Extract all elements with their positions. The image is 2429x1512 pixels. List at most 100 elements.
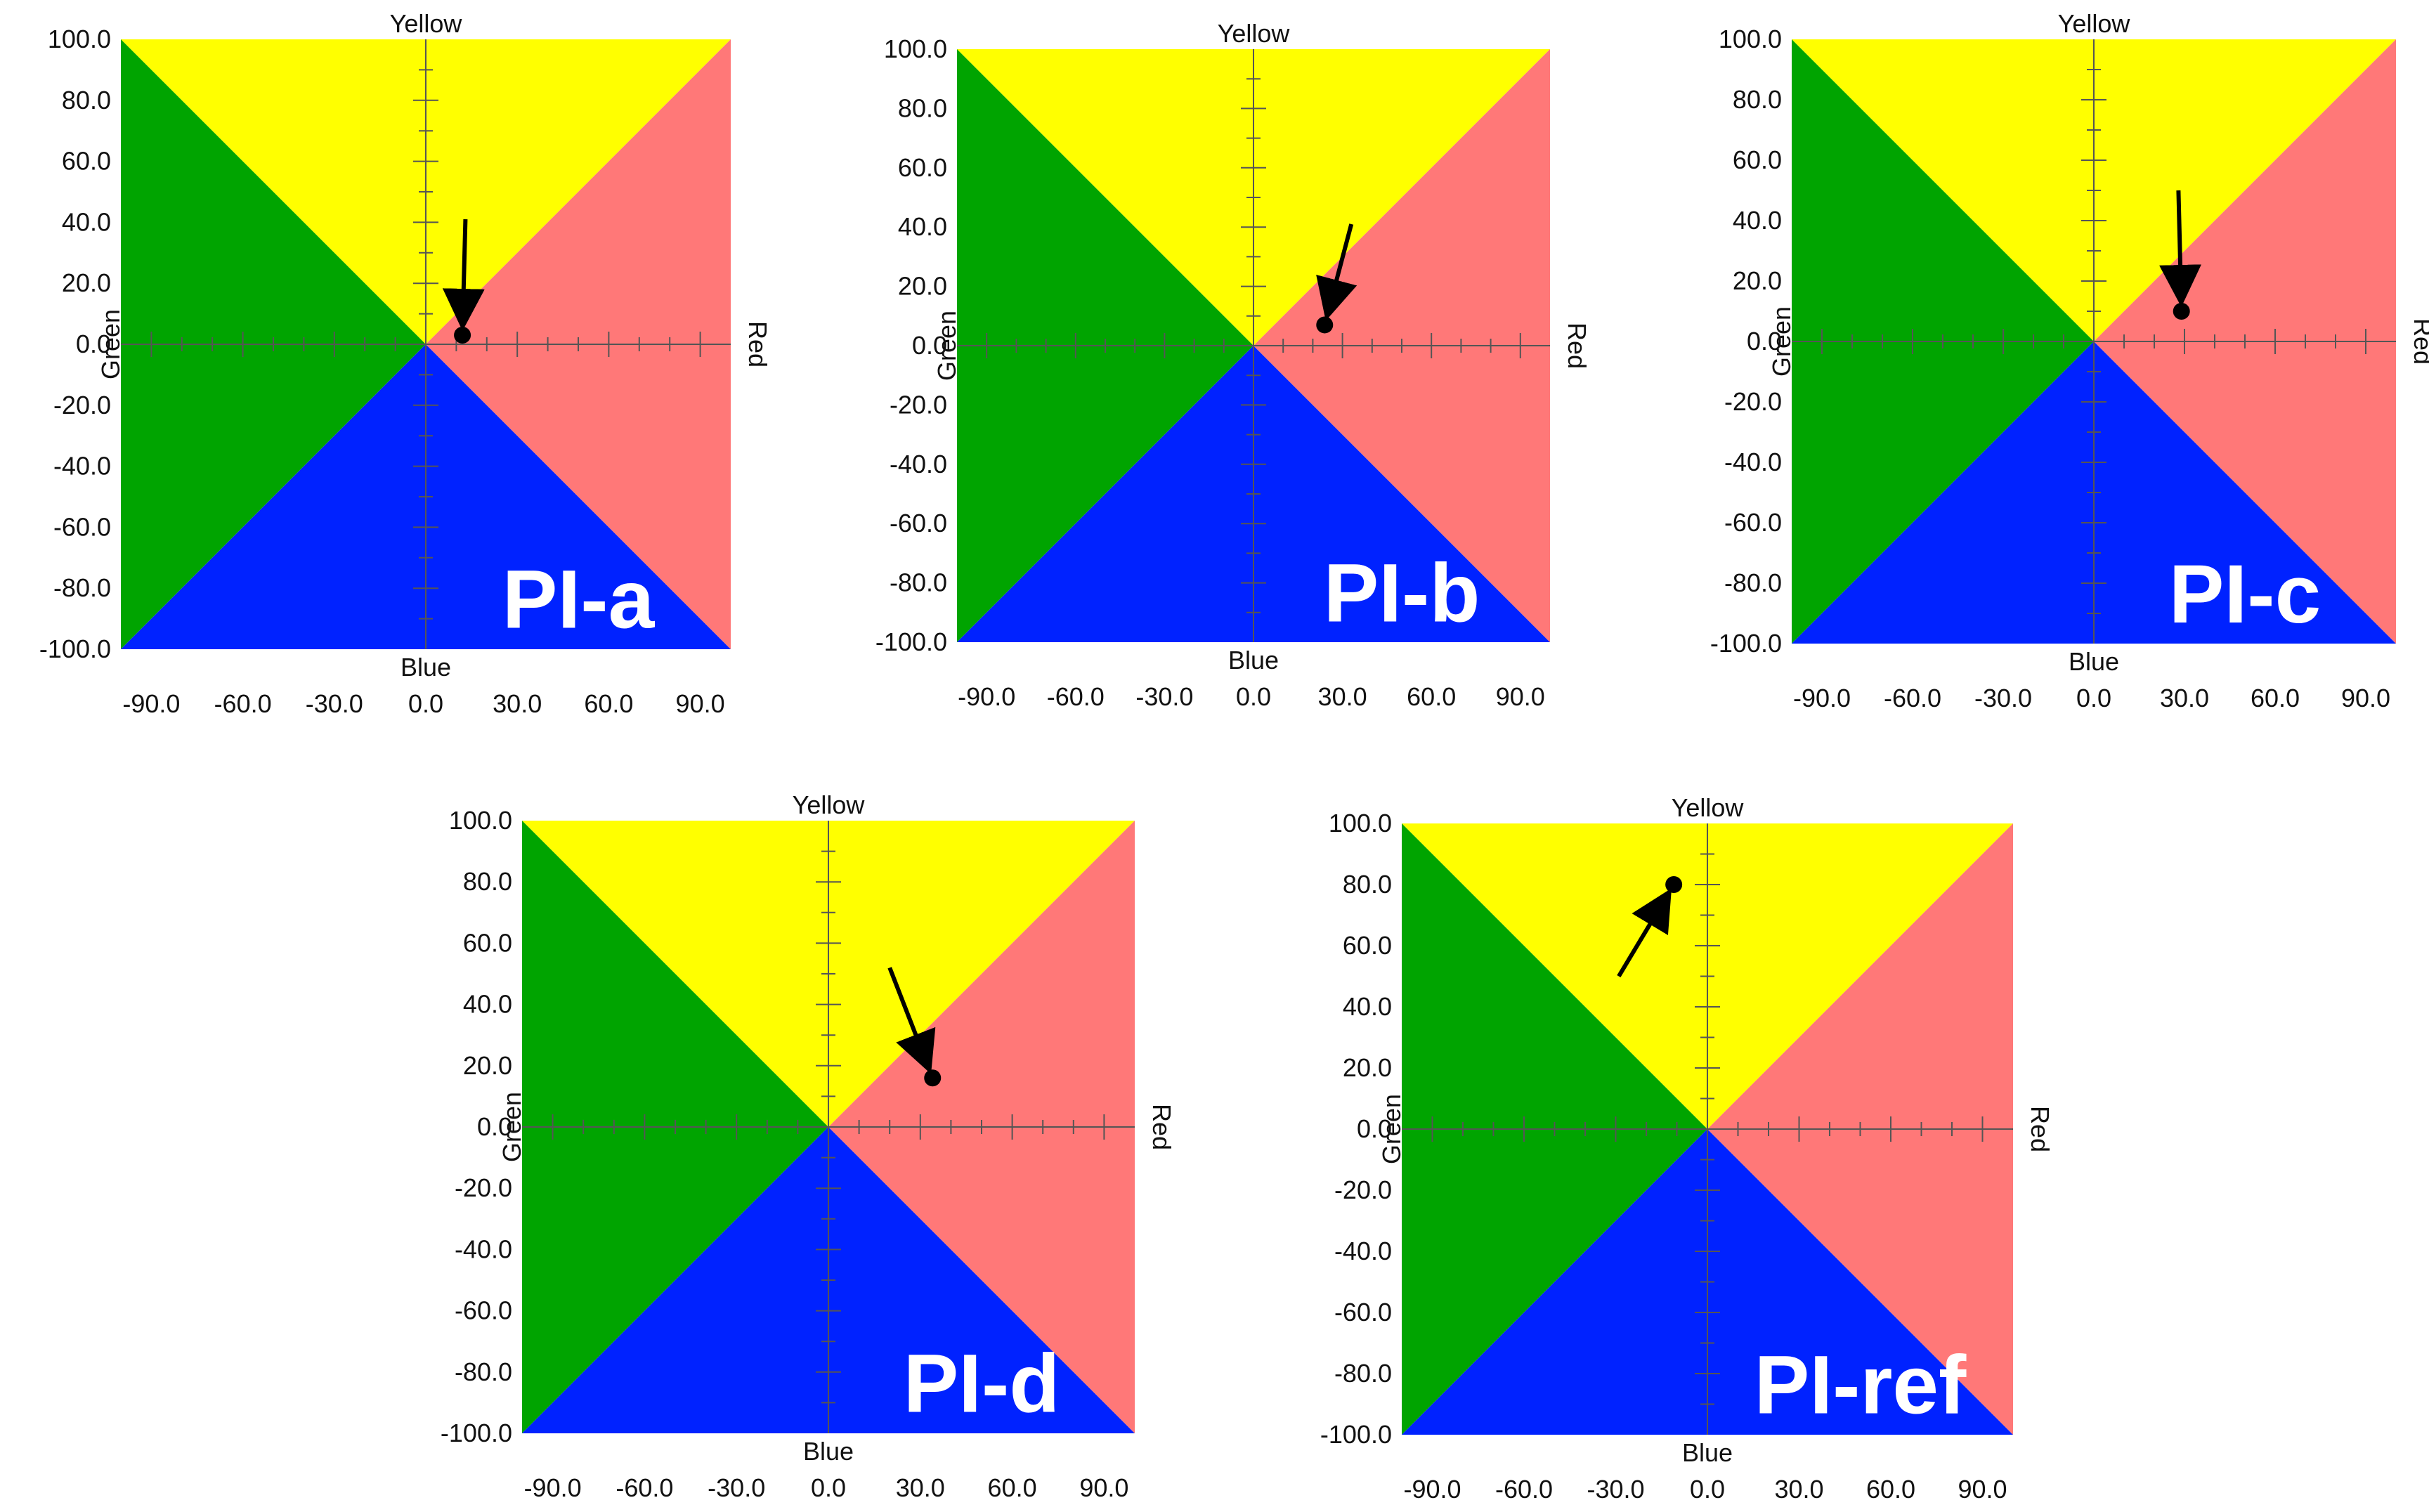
- y-tick-label: 0.0: [1747, 327, 1782, 356]
- x-tick-label: 90.0: [676, 689, 725, 718]
- red-direction-label: Red: [2409, 318, 2429, 365]
- x-tick-label: 0.0: [1236, 682, 1271, 711]
- y-tick-label: 60.0: [1343, 931, 1392, 960]
- x-tick-label: 90.0: [1958, 1475, 2007, 1504]
- yellow-direction-label: Yellow: [1218, 19, 1291, 48]
- y-tick-label: 100.0: [1719, 25, 1782, 53]
- blue-direction-label: Blue: [1682, 1438, 1733, 1467]
- y-tick-label: -80.0: [1724, 568, 1782, 597]
- x-tick-label: -30.0: [1135, 682, 1193, 711]
- x-tick-label: 60.0: [1407, 682, 1456, 711]
- y-tick-label: -80.0: [455, 1357, 512, 1386]
- y-tick-label: -100.0: [1710, 629, 1782, 658]
- x-tick-label: 0.0: [408, 689, 443, 718]
- x-tick-label: 30.0: [1318, 682, 1367, 711]
- x-tick-label: -30.0: [1587, 1475, 1644, 1504]
- y-tick-label: 0.0: [76, 330, 111, 358]
- x-tick-label: 90.0: [2341, 684, 2390, 712]
- y-tick-label: -40.0: [890, 450, 947, 478]
- x-tick-label: -60.0: [1884, 684, 1941, 712]
- green-direction-label: Green: [932, 311, 961, 381]
- green-direction-label: Green: [497, 1092, 526, 1162]
- data-point: [1665, 876, 1683, 893]
- y-tick-label: -40.0: [1334, 1237, 1392, 1265]
- x-tick-label: 60.0: [1866, 1475, 1915, 1504]
- pointer-arrow: [1617, 888, 1672, 978]
- y-tick-label: -80.0: [1334, 1359, 1392, 1388]
- x-tick-label: 0.0: [1690, 1475, 1725, 1504]
- y-tick-label: 60.0: [463, 928, 512, 957]
- red-direction-label: Red: [1147, 1104, 1176, 1150]
- yellow-direction-label: Yellow: [1672, 793, 1745, 822]
- y-tick-label: 80.0: [1733, 85, 1782, 114]
- panel-label: PI-b: [1324, 547, 1480, 639]
- y-tick-label: 60.0: [898, 153, 947, 182]
- x-tick-label: 0.0: [811, 1473, 846, 1502]
- y-tick-label: -20.0: [455, 1173, 512, 1202]
- blue-direction-label: Blue: [803, 1437, 854, 1466]
- yellow-direction-label: Yellow: [390, 9, 463, 38]
- y-tick-label: -80.0: [890, 568, 947, 597]
- x-tick-label: -60.0: [616, 1473, 673, 1502]
- x-tick-label: -30.0: [306, 689, 363, 718]
- data-point: [2173, 303, 2190, 320]
- blue-direction-label: Blue: [401, 653, 451, 682]
- y-tick-label: -40.0: [1724, 448, 1782, 476]
- y-tick-label: -20.0: [1334, 1175, 1392, 1204]
- y-tick-label: -100.0: [875, 627, 947, 656]
- x-tick-label: 30.0: [493, 689, 542, 718]
- y-tick-label: 60.0: [1733, 145, 1782, 174]
- y-tick-label: -60.0: [455, 1296, 512, 1325]
- y-tick-label: 20.0: [62, 268, 111, 297]
- data-point: [454, 326, 471, 344]
- x-tick-label: -60.0: [214, 689, 272, 718]
- y-tick-label: 20.0: [898, 272, 947, 301]
- y-tick-label: 100.0: [449, 806, 512, 835]
- blue-direction-label: Blue: [2069, 647, 2119, 676]
- y-tick-label: -60.0: [1724, 508, 1782, 537]
- yellow-direction-label: Yellow: [793, 790, 866, 819]
- y-tick-label: -20.0: [1724, 387, 1782, 416]
- x-tick-label: -90.0: [958, 682, 1015, 711]
- x-tick-label: 60.0: [584, 689, 633, 718]
- y-tick-label: 80.0: [62, 86, 111, 115]
- y-tick-label: 0.0: [1357, 1114, 1392, 1143]
- y-tick-label: -60.0: [1334, 1298, 1392, 1327]
- data-point: [924, 1069, 942, 1087]
- x-tick-label: -90.0: [1403, 1475, 1461, 1504]
- pointer-arrow: [442, 219, 485, 331]
- red-direction-label: Red: [743, 321, 772, 367]
- y-tick-label: 100.0: [1329, 809, 1392, 838]
- x-tick-label: 90.0: [1079, 1473, 1128, 1502]
- x-tick-label: -90.0: [524, 1473, 582, 1502]
- y-tick-label: 100.0: [884, 34, 947, 63]
- panel-label: PI-a: [502, 554, 656, 646]
- green-direction-label: Green: [1377, 1094, 1406, 1164]
- y-tick-label: -60.0: [890, 509, 947, 537]
- y-tick-label: -20.0: [890, 390, 947, 419]
- x-tick-label: -30.0: [708, 1473, 765, 1502]
- green-direction-label: Green: [1767, 306, 1796, 377]
- panel-label: PI-c: [2169, 548, 2321, 641]
- y-tick-label: -60.0: [53, 512, 111, 541]
- y-tick-label: 0.0: [912, 331, 947, 360]
- x-tick-label: 30.0: [896, 1473, 945, 1502]
- panel-label: PI-d: [904, 1337, 1060, 1430]
- y-tick-label: -80.0: [53, 573, 111, 602]
- y-tick-label: 80.0: [898, 93, 947, 122]
- y-tick-label: 20.0: [1343, 1053, 1392, 1082]
- pointer-arrow: [887, 967, 936, 1074]
- green-direction-label: Green: [96, 309, 125, 379]
- y-tick-label: 60.0: [62, 147, 111, 176]
- x-tick-label: 60.0: [988, 1473, 1037, 1502]
- x-tick-label: -60.0: [1047, 682, 1105, 711]
- y-tick-label: 20.0: [1733, 266, 1782, 295]
- x-tick-label: 30.0: [2160, 684, 2209, 712]
- y-tick-label: 20.0: [463, 1051, 512, 1080]
- y-tick-label: 80.0: [463, 867, 512, 896]
- y-tick-label: -40.0: [455, 1234, 512, 1263]
- x-tick-label: -30.0: [1974, 684, 2032, 712]
- pointer-arrow: [2159, 190, 2202, 308]
- y-tick-label: 40.0: [463, 990, 512, 1019]
